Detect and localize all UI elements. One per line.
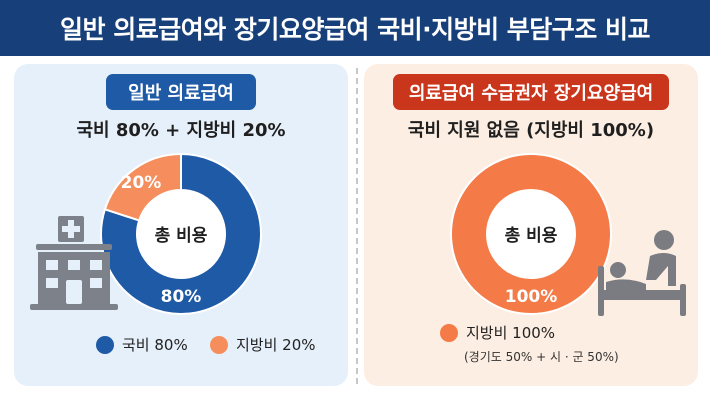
caregiver-bed-icon <box>598 230 686 316</box>
left-donut-chart: 총 비용 80% 20% <box>100 152 262 315</box>
donut-center-label: 총 비용 <box>155 226 208 246</box>
data-label-지방비: 100% <box>505 287 558 307</box>
donut-hole <box>487 190 575 278</box>
legend-local-label: 지방비 20% <box>236 336 316 354</box>
left-panel-label: 일반 의료급여 <box>106 74 256 110</box>
right-donut-chart: 총 비용 100% <box>449 153 612 315</box>
left-panel: 일반 의료급여 국비 80% + 지방비 20% 총 비용 80% 20% 국비 8… <box>14 64 348 386</box>
legend-local-right: 지방비 100% <box>440 322 555 343</box>
legend-national-label: 국비 80% <box>122 336 188 354</box>
panel-divider <box>356 68 358 384</box>
legend-local-right-swatch <box>440 323 458 342</box>
legend-local-swatch <box>210 335 228 354</box>
legend-local: 지방비 20% <box>210 334 316 355</box>
left-subtitle: 국비 80% + 지방비 20% <box>76 120 286 141</box>
cost-split-note: (경기도 50% + 시 · 군 50%) <box>464 350 619 364</box>
donut-hole <box>137 190 225 278</box>
legend-national-swatch <box>96 335 114 354</box>
hospital-icon <box>30 216 118 310</box>
page-title: 일반 의료급여와 장기요양급여 국비·지방비 부담구조 비교 <box>59 15 651 44</box>
data-label-국비: 80% <box>161 287 202 307</box>
right-panel-label: 의료급여 수급권자 장기요양급여 <box>393 74 669 110</box>
donut-center-label: 총 비용 <box>505 226 558 246</box>
legend-national: 국비 80% <box>96 334 188 355</box>
data-label-지방비: 20% <box>121 173 162 193</box>
header-bar: 일반 의료급여와 장기요양급여 국비·지방비 부담구조 비교 <box>0 0 710 56</box>
right-subtitle: 국비 지원 없음 (지방비 100%) <box>407 120 655 141</box>
right-panel: 의료급여 수급권자 장기요양급여 국비 지원 없음 (지방비 100%) 총 비… <box>364 64 698 386</box>
legend-local-right-label: 지방비 100% <box>466 324 556 342</box>
